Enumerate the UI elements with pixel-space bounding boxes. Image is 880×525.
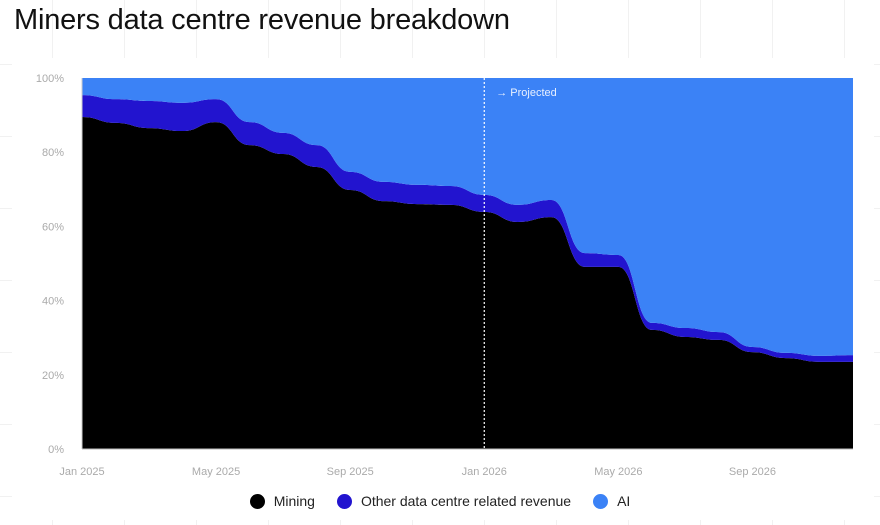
legend-item: Mining (249, 493, 315, 509)
y-tick-label: 80% (42, 147, 64, 159)
projected-label: → Projected (496, 87, 557, 99)
legend-swatch (336, 493, 352, 509)
x-tick-label: Sep 2026 (729, 466, 776, 478)
x-tick-label: Jan 2025 (59, 466, 104, 478)
area-mining (82, 116, 853, 449)
chart-title: Miners data centre revenue breakdown (14, 4, 510, 36)
x-tick-label: May 2026 (594, 466, 642, 478)
x-tick-label: May 2025 (192, 466, 240, 478)
y-tick-label: 20% (42, 370, 64, 382)
x-tick-label: Sep 2025 (327, 466, 374, 478)
legend-item: AI (593, 493, 630, 509)
x-tick-label: Jan 2026 (462, 466, 507, 478)
legend-label: Other data centre related revenue (360, 493, 572, 509)
legend-label: Mining (273, 493, 315, 509)
y-tick-label: 40% (42, 296, 64, 308)
legend-label: AI (617, 493, 631, 509)
area-ai (82, 78, 853, 356)
area-other-data-centre-related-revenue (82, 95, 853, 362)
legend-swatch (249, 493, 265, 509)
legend-item: Other data centre related revenue (336, 493, 572, 509)
y-tick-label: 100% (36, 73, 64, 85)
y-tick-label: 60% (42, 221, 64, 233)
legend-swatch (593, 493, 609, 509)
legend: Mining Other data centre related revenue A… (0, 493, 880, 509)
y-tick-label: 0% (48, 444, 64, 456)
